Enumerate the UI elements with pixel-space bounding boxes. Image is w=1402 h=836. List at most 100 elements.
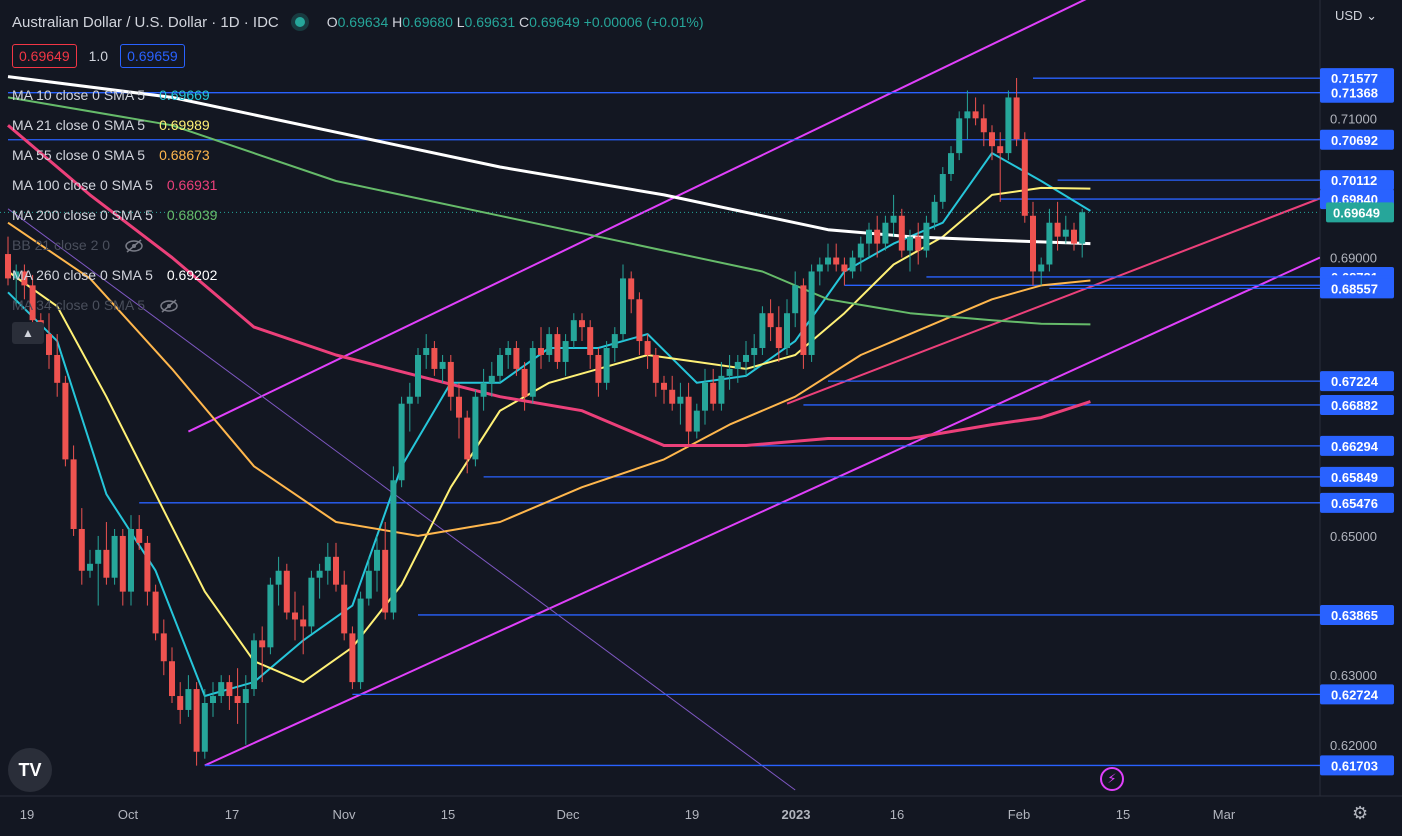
candle [833,243,840,272]
legend-row[interactable]: MA 260 close 0 SMA 5 0.69202 [12,260,217,290]
chart-header: Australian Dollar / U.S. Dollar · 1D · I… [12,10,704,34]
level-label-box [1320,755,1394,776]
candle [652,348,659,397]
legend-row[interactable]: MA 34 close 0 SMA 5 [12,290,217,320]
ohlc-high: 0.69680 [402,14,453,30]
candle-body [849,257,856,272]
gear-icon[interactable]: ⚙ [1352,803,1369,823]
ohlc-open: 0.69634 [337,14,389,30]
legend-row[interactable]: MA 100 close 0 SMA 5 0.66931 [12,170,217,200]
legend-row[interactable]: MA 21 close 0 SMA 5 0.69989 [12,110,217,140]
legend-row[interactable]: BB 21 close 2 0 [12,230,217,260]
lightning-icon[interactable]: ⚡ [1100,767,1124,791]
candle-body [136,528,143,543]
candle-body [521,368,528,397]
candle [357,591,364,690]
candle-body [538,348,544,355]
trade-panel: 0.69649 1.0 0.69659 [12,44,185,68]
y-tick-label: 0.63000 [1330,668,1377,683]
legend-row[interactable]: MA 10 close 0 SMA 5 0.69669 [12,80,217,110]
level-label-box [1320,492,1394,513]
candle [374,535,380,592]
candle [677,382,684,425]
candle [497,348,503,383]
x-tick-label: 15 [441,807,455,822]
candle [119,528,126,606]
candle-body [365,570,372,599]
candle-body [423,348,430,355]
eye-hidden-icon[interactable] [159,299,179,313]
candle [710,368,717,411]
candle-body [1038,264,1045,272]
level-label: 0.63865 [1331,608,1378,623]
candle-body [488,375,495,383]
candle-body [866,229,872,244]
candle-body [185,689,192,710]
candle-body [1021,139,1028,216]
level-label-box [1320,129,1394,150]
candle-body [931,201,938,223]
candle-body [1054,222,1061,237]
candle-body [177,696,184,710]
last-price-label: 0.69649 [1333,205,1380,220]
tradingview-logo-icon[interactable]: TV [8,748,52,792]
candle [751,334,758,369]
candle [242,675,249,745]
level-label: 0.70112 [1331,173,1377,188]
candle-body [46,334,52,355]
candle [964,90,971,140]
sell-button[interactable]: 0.69649 [12,44,77,68]
chevron-up-icon: ▲ [22,326,34,340]
candle-body [800,285,807,355]
x-tick-label: 16 [890,807,904,822]
collapse-legend-button[interactable]: ▲ [12,322,44,344]
candle [406,382,413,432]
ma-line [7,96,1091,326]
candle [275,556,282,606]
candle-body [546,334,553,355]
candle-body [357,598,364,683]
candle [1071,222,1077,251]
candle [308,570,315,634]
candle [160,619,167,676]
legend-row[interactable]: MA 55 close 0 SMA 5 0.68673 [12,140,217,170]
candle [644,334,651,369]
candle-body [13,271,20,279]
candle [529,341,536,404]
candle-body [915,236,922,251]
legend-value: 0.69989 [159,117,210,133]
candle-body [292,612,298,620]
currency-selector[interactable]: USD ⌄ [1335,8,1377,24]
candle [62,375,69,467]
candle [128,515,134,606]
candle [792,271,799,328]
candle-body [620,278,626,335]
candle-body [398,403,405,481]
candle-body [300,619,307,627]
candle [784,299,790,355]
candle [562,334,569,376]
currency-label: USD [1335,8,1363,23]
candle [702,368,708,425]
candle-body [513,348,520,369]
eye-hidden-icon[interactable] [124,239,144,253]
candle-body [160,633,167,662]
candle [931,194,938,230]
candle [398,396,405,488]
ohlc-close: 0.69649 [529,14,580,30]
candle-body [644,341,651,355]
candle-body [825,257,831,265]
candle-body [62,382,69,460]
candle [349,626,356,690]
buy-button[interactable]: 0.69659 [120,44,185,68]
candle [620,264,626,342]
symbol-title[interactable]: Australian Dollar / U.S. Dollar · 1D · I… [12,13,279,31]
candle [1046,208,1053,272]
chevron-down-icon: ⌄ [1366,8,1377,23]
legend-row[interactable]: MA 200 close 0 SMA 5 0.68039 [12,200,217,230]
x-tick-label: 19 [685,807,699,822]
candle-body [308,577,315,627]
candle [70,445,77,536]
candle [136,515,143,550]
